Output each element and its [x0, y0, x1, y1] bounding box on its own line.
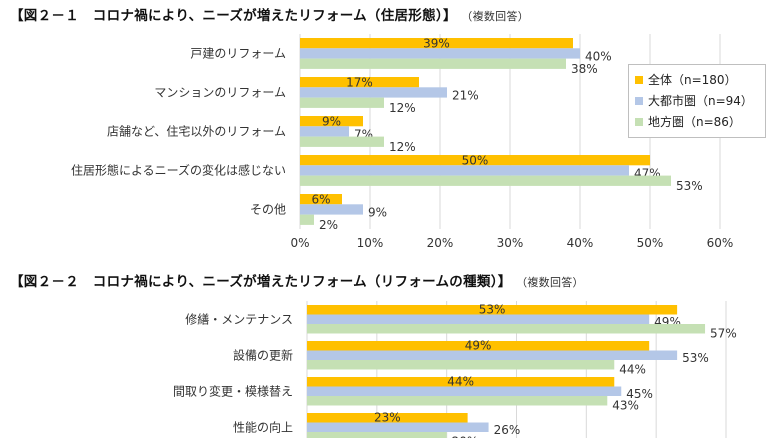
- chart1-plot: 0% 10% 20% 30% 40% 50% 60%戸建のリフォーム39%40%38%マンシ…: [71, 34, 734, 250]
- legend-swatch-2: [635, 96, 643, 105]
- figure2-note: （複数回答）: [521, 276, 584, 289]
- chart2-category-label: 間取り変更・模様替え: [173, 383, 293, 398]
- chart1-data-label: 50%: [462, 153, 489, 167]
- chart1-bar: [300, 204, 363, 215]
- chart2-category-label: 修繕・メンテナンス: [185, 311, 293, 326]
- chart1-tick-label: 20%: [427, 236, 454, 250]
- chart2-data-label: 44%: [619, 363, 646, 377]
- chart1-data-label: 17%: [346, 75, 373, 89]
- legend-item-2: 大都市圏（n=94）: [635, 90, 759, 111]
- chart1-category-label: 戸建のリフォーム: [190, 46, 286, 60]
- chart1-tick-label: 40%: [567, 236, 594, 250]
- chart2-bar: [307, 432, 447, 438]
- chart1-data-label: 53%: [676, 179, 703, 193]
- chart2-data-label: 26%: [494, 423, 521, 437]
- chart2-data-label: 53%: [682, 351, 709, 365]
- chart1-legend: 全体（n=180） 大都市圏（n=94） 地方圏（n=86）: [628, 64, 766, 138]
- chart1-bar: [300, 97, 384, 108]
- chart1-category-label: その他: [250, 202, 286, 216]
- chart1-data-label: 40%: [585, 50, 612, 64]
- legend-label-2: 大都市圏（n=94）: [648, 94, 753, 108]
- chart1-category-label: 店舗など、住宅以外のリフォーム: [107, 123, 286, 138]
- chart2-data-label: 53%: [479, 303, 506, 317]
- chart2-data-label: 43%: [612, 399, 639, 413]
- chart1-bar: [300, 165, 629, 176]
- figure2-title-text: 【図２－２ コロナ禍により、ニーズが増えたリフォーム（リフォームの種類）】: [10, 274, 512, 290]
- chart1-bar: [300, 194, 342, 205]
- chart1-bar: [300, 48, 580, 59]
- chart2-bar: [307, 396, 608, 406]
- chart1-bar: [300, 214, 314, 225]
- chart1-category-label: 住居形態によるニーズの変化は感じない: [71, 162, 286, 177]
- legend-item-3: 地方圏（n=86）: [635, 111, 759, 132]
- legend-item-1: 全体（n=180）: [635, 69, 759, 90]
- chart1-data-label: 39%: [423, 36, 450, 50]
- chart2-category-label: 設備の更新: [233, 347, 293, 362]
- chart2-bar: [307, 377, 615, 387]
- chart2-bar: [307, 314, 650, 324]
- chart2-bar: [307, 350, 678, 360]
- figure1-title: 【図２－１ コロナ禍により、ニーズが増えたリフォーム（住居形態）】 （複数回答）: [10, 4, 529, 24]
- legend-label-1: 全体（n=180）: [648, 73, 737, 87]
- chart1-bar: [300, 136, 384, 147]
- chart2-bar: [307, 386, 622, 396]
- chart2-data-label: 57%: [710, 327, 737, 341]
- chart2-bar: [307, 422, 489, 432]
- chart2-bar: [307, 305, 678, 315]
- chart2-bar: [307, 324, 706, 334]
- chart2-data-label: 49%: [465, 339, 492, 353]
- legend-label-3: 地方圏（n=86）: [648, 115, 741, 129]
- figure1-note: （複数回答）: [466, 10, 530, 23]
- chart1-data-label: 2%: [319, 218, 338, 232]
- chart1-data-label: 21%: [452, 89, 479, 103]
- chart1-bar: [300, 38, 573, 49]
- chart2-data-label: 23%: [374, 411, 401, 425]
- legend-swatch-1: [635, 75, 643, 84]
- legend-swatch-3: [635, 117, 643, 126]
- chart1-bar: [300, 175, 671, 186]
- chart2-data-label: 45%: [626, 387, 653, 401]
- chart1-tick-label: 10%: [357, 236, 384, 250]
- chart1-bar: [300, 58, 566, 69]
- chart1-tick-label: 50%: [637, 236, 664, 250]
- figure1-title-text: 【図２－１ コロナ禍により、ニーズが増えたリフォーム（住居形態）】: [10, 8, 457, 24]
- chart2-data-label: 44%: [447, 375, 474, 389]
- chart1-data-label: 12%: [389, 140, 416, 154]
- chart1-data-label: 6%: [311, 192, 330, 206]
- chart1-data-label: 38%: [571, 62, 598, 76]
- chart1-bar: [300, 155, 650, 166]
- chart1-bar: [300, 116, 363, 127]
- chart1-data-label: 9%: [322, 114, 341, 128]
- chart2-data-label: 20%: [452, 435, 479, 438]
- chart2-bar: [307, 341, 650, 351]
- chart2-category-label: 性能の向上: [233, 419, 293, 434]
- chart2-bar: [307, 413, 468, 423]
- chart1-bar: [300, 126, 349, 137]
- chart1-tick-label: 30%: [497, 236, 524, 250]
- chart1-data-label: 12%: [389, 101, 416, 115]
- chart1-tick-label: 0%: [290, 236, 309, 250]
- chart2-bar: [307, 360, 615, 370]
- chart1-data-label: 9%: [368, 206, 387, 220]
- chart1-category-label: マンションのリフォーム: [154, 85, 286, 99]
- chart1-bar: [300, 77, 419, 88]
- chart1-bar: [300, 87, 447, 98]
- figure2-title: 【図２－２ コロナ禍により、ニーズが増えたリフォーム（リフォームの種類）】 （複数…: [10, 270, 584, 290]
- chart1-tick-label: 60%: [707, 236, 734, 250]
